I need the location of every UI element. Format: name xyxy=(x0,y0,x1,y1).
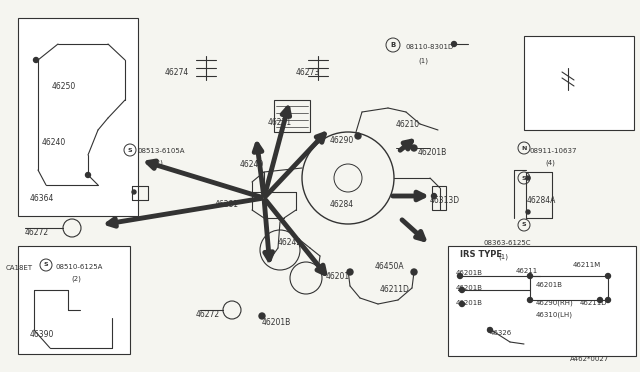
Circle shape xyxy=(526,210,530,214)
Text: S: S xyxy=(522,222,526,228)
Text: 46240: 46240 xyxy=(42,138,67,147)
Text: B: B xyxy=(390,42,396,48)
Text: 46390: 46390 xyxy=(30,330,54,339)
Text: 46201B: 46201B xyxy=(456,300,483,306)
Circle shape xyxy=(605,273,611,279)
Text: A462*0027: A462*0027 xyxy=(570,356,609,362)
Text: 46201B: 46201B xyxy=(456,270,483,276)
Text: 08911-10637: 08911-10637 xyxy=(530,148,577,154)
Text: S: S xyxy=(522,176,526,180)
Text: 46313D: 46313D xyxy=(430,196,460,205)
Text: 46271: 46271 xyxy=(268,118,292,127)
Text: (1): (1) xyxy=(418,57,428,64)
Text: (1): (1) xyxy=(498,253,508,260)
Circle shape xyxy=(460,301,465,307)
Text: N: N xyxy=(522,145,527,151)
Text: 46211M: 46211M xyxy=(573,262,601,268)
Text: (2): (2) xyxy=(153,160,163,167)
Circle shape xyxy=(598,298,602,302)
Text: CA18ET: CA18ET xyxy=(6,265,33,271)
Text: 46272: 46272 xyxy=(196,310,220,319)
Circle shape xyxy=(132,190,136,194)
Text: S: S xyxy=(44,263,48,267)
Text: 46201: 46201 xyxy=(326,272,350,281)
Text: 46450A: 46450A xyxy=(375,262,404,271)
Text: S: S xyxy=(128,148,132,153)
Bar xyxy=(18,246,130,354)
Circle shape xyxy=(411,145,417,151)
Text: 46250: 46250 xyxy=(52,82,76,91)
Text: (2): (2) xyxy=(71,276,81,282)
Text: 08363-6125C: 08363-6125C xyxy=(483,240,531,246)
Circle shape xyxy=(460,288,465,292)
Circle shape xyxy=(33,58,38,62)
Text: 46273: 46273 xyxy=(296,68,320,77)
Circle shape xyxy=(347,269,353,275)
Text: 46281: 46281 xyxy=(215,200,239,209)
Text: 46290: 46290 xyxy=(330,136,355,145)
Circle shape xyxy=(488,327,493,333)
Text: 46211D: 46211D xyxy=(580,300,607,306)
Circle shape xyxy=(526,176,530,180)
Circle shape xyxy=(431,193,436,199)
Text: 46272: 46272 xyxy=(25,228,49,237)
Text: (4): (4) xyxy=(545,160,555,167)
Bar xyxy=(448,246,636,356)
Circle shape xyxy=(451,42,456,46)
Text: 46284: 46284 xyxy=(330,200,354,209)
Text: 08513-6105A: 08513-6105A xyxy=(138,148,186,154)
Text: 08110-8301D: 08110-8301D xyxy=(405,44,453,50)
Circle shape xyxy=(527,298,532,302)
Text: 08510-6125A: 08510-6125A xyxy=(56,264,104,270)
Bar xyxy=(432,186,446,210)
Circle shape xyxy=(259,313,265,319)
Circle shape xyxy=(527,273,532,279)
Text: 46210: 46210 xyxy=(396,120,420,129)
Text: 46240: 46240 xyxy=(240,160,264,169)
Text: 46326: 46326 xyxy=(490,330,512,336)
Circle shape xyxy=(605,298,611,302)
Bar xyxy=(18,18,138,216)
Bar xyxy=(274,100,310,132)
Text: 46242: 46242 xyxy=(278,238,302,247)
Circle shape xyxy=(86,173,90,177)
Text: 46211: 46211 xyxy=(516,268,538,274)
Text: 46201B: 46201B xyxy=(262,318,291,327)
Text: 46284A: 46284A xyxy=(527,196,556,205)
Text: 46364: 46364 xyxy=(30,194,54,203)
Circle shape xyxy=(458,273,463,279)
Text: 46201B: 46201B xyxy=(536,282,563,288)
Text: 46310(LH): 46310(LH) xyxy=(536,312,573,318)
Text: 46211D: 46211D xyxy=(380,285,410,294)
Text: 46201B: 46201B xyxy=(418,148,447,157)
Bar xyxy=(524,36,634,130)
Circle shape xyxy=(411,269,417,275)
Circle shape xyxy=(355,133,361,139)
Text: 46201B: 46201B xyxy=(456,285,483,291)
Text: 46274: 46274 xyxy=(165,68,189,77)
Text: 46290(RH): 46290(RH) xyxy=(536,300,573,307)
Text: IRS TYPE: IRS TYPE xyxy=(460,250,502,259)
